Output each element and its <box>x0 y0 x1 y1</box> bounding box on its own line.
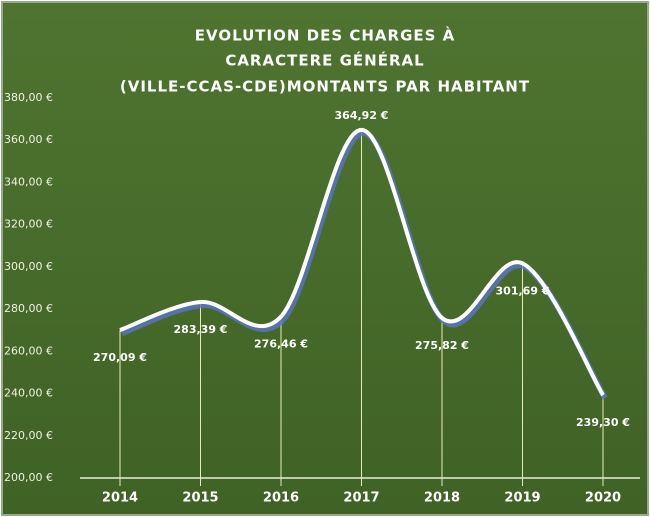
data-label: 239,30 € <box>576 416 630 429</box>
x-tick-label: 2015 <box>182 491 218 506</box>
y-tick-label: 240,00 € <box>4 387 53 400</box>
data-label: 301,69 € <box>496 284 550 297</box>
y-tick-label: 340,00 € <box>4 175 53 188</box>
data-label: 283,39 € <box>174 323 228 336</box>
y-tick-label: 220,00 € <box>4 429 53 442</box>
y-tick-label: 200,00 € <box>4 471 53 484</box>
data-label: 364,92 € <box>335 109 389 122</box>
data-label: 275,82 € <box>415 339 469 352</box>
y-tick-label: 280,00 € <box>4 302 53 315</box>
y-tick-label: 300,00 € <box>4 260 53 273</box>
y-tick-label: 380,00 € <box>4 91 53 104</box>
x-tick-label: 2016 <box>263 491 299 506</box>
data-label: 276,46 € <box>254 338 308 351</box>
y-tick-label: 360,00 € <box>4 133 53 146</box>
chart-title: EVOLUTION DES CHARGES À <box>195 26 456 45</box>
line <box>119 127 605 397</box>
y-tick-label: 260,00 € <box>4 344 53 357</box>
x-tick-label: 2017 <box>343 491 379 506</box>
x-tick-label: 2014 <box>102 491 138 506</box>
y-tick-label: 320,00 € <box>4 218 53 231</box>
chart-title: CARACTERE GÉNÉRAL <box>225 51 424 70</box>
data-label: 270,09 € <box>93 351 147 364</box>
x-tick-label: 2018 <box>424 491 460 506</box>
x-tick-label: 2019 <box>504 491 540 506</box>
chart-title: (VILLE-CCAS-CDE)MONTANTS PAR HABITANT <box>120 78 530 96</box>
x-tick-label: 2020 <box>585 491 621 506</box>
